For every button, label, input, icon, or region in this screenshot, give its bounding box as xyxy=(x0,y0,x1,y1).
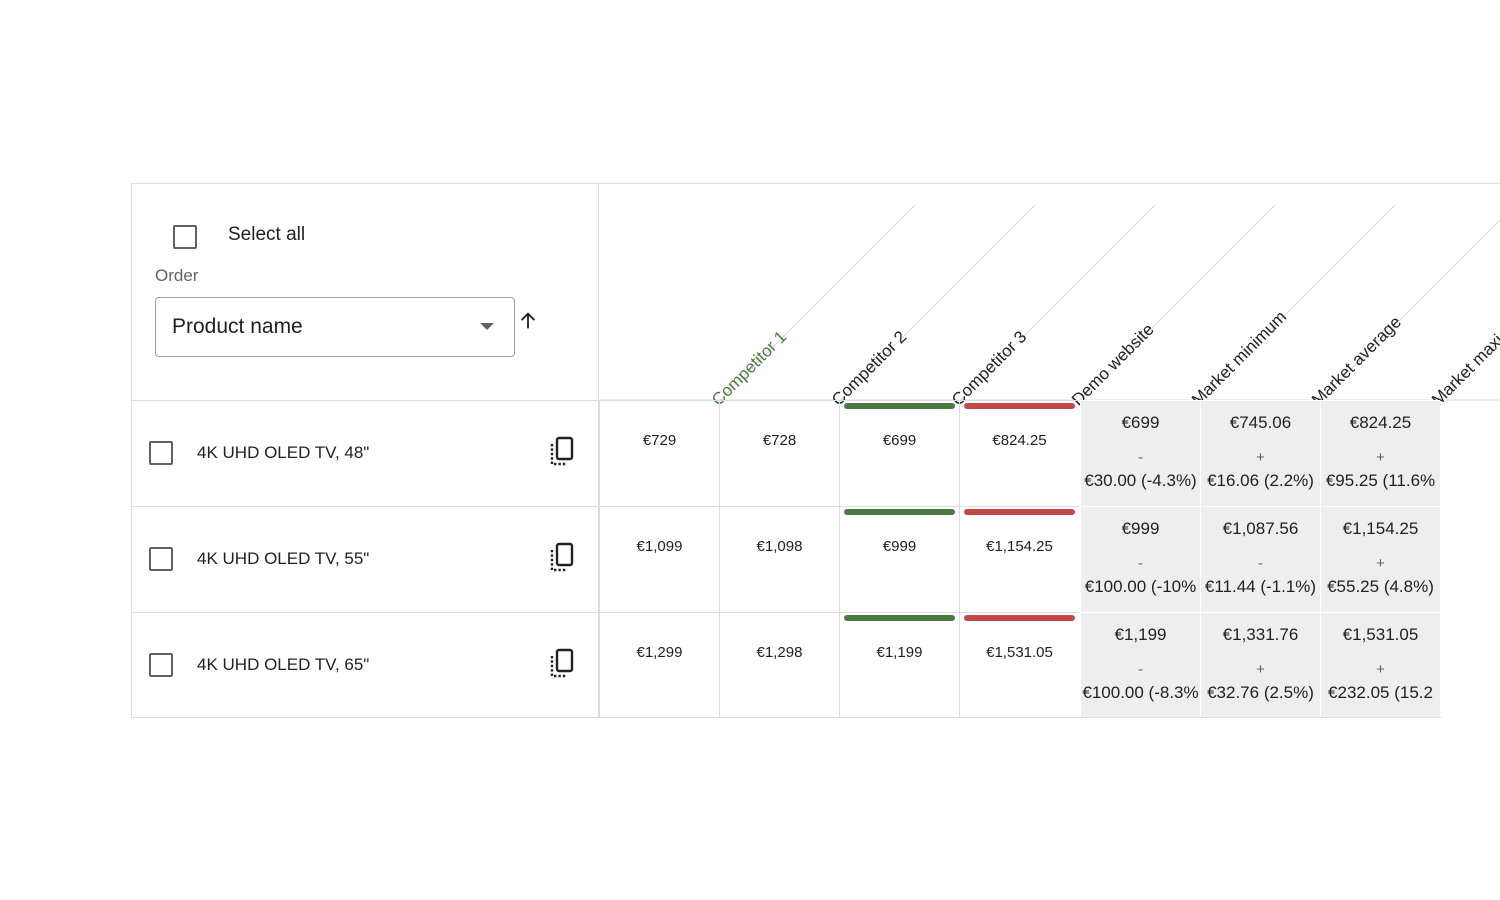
price-difference: €95.25 (11.6% xyxy=(1325,471,1436,490)
diff-sign: + xyxy=(1376,449,1385,466)
comparison-table xyxy=(131,183,1500,718)
product-name: 4K UHD OLED TV, 65" xyxy=(197,655,370,674)
highest-price-indicator xyxy=(964,615,1075,621)
market-price: €745.06 xyxy=(1229,413,1292,432)
caret-down-icon xyxy=(480,323,494,330)
row-checkbox[interactable] xyxy=(149,547,173,571)
market-price: €699 xyxy=(1121,413,1160,432)
price-cell: €729 xyxy=(599,400,719,506)
market-price: €1,154.25 xyxy=(1342,519,1419,538)
divider xyxy=(131,717,1441,718)
price-value: €999 xyxy=(882,538,917,555)
lowest-price-indicator xyxy=(844,615,955,621)
market-cell: €1,331.76 + €32.76 (2.5%) xyxy=(1200,612,1320,718)
market-price: €1,087.56 xyxy=(1222,519,1299,538)
table-row: 4K UHD OLED TV, 48" xyxy=(132,400,599,506)
diff-sign: + xyxy=(1376,661,1385,678)
highest-price-indicator xyxy=(964,403,1075,409)
price-value: €1,154.25 xyxy=(986,538,1053,555)
market-price: €824.25 xyxy=(1349,413,1412,432)
price-value: €728 xyxy=(762,432,797,449)
price-difference: €32.76 (2.5%) xyxy=(1207,683,1314,702)
market-price: €999 xyxy=(1121,519,1160,538)
price-cell: €1,199 xyxy=(839,612,959,718)
controls-panel: Select all Order Product name xyxy=(132,184,599,400)
price-cell: €699 xyxy=(839,400,959,506)
market-price: €1,531.05 xyxy=(1342,625,1419,644)
price-cell: €824.25 xyxy=(959,400,1079,506)
divider xyxy=(598,400,599,718)
price-difference: €55.25 (4.8%) xyxy=(1327,577,1434,596)
diff-sign: - xyxy=(1138,449,1143,466)
market-cell: €1,531.05 + €232.05 (15.2 xyxy=(1320,612,1440,718)
price-difference: €232.05 (15.2 xyxy=(1328,683,1433,702)
product-name: 4K UHD OLED TV, 55" xyxy=(197,549,370,568)
price-value: €729 xyxy=(642,432,677,449)
market-cell: €1,087.56 - €11.44 (-1.1%) xyxy=(1200,506,1320,612)
order-label: Order xyxy=(155,266,199,285)
market-cell: €824.25 + €95.25 (11.6% xyxy=(1320,400,1440,506)
select-all-checkbox[interactable] xyxy=(173,225,197,249)
diff-sign: + xyxy=(1256,449,1265,466)
order-select-value: Product name xyxy=(172,315,303,338)
price-value: €824.25 xyxy=(992,432,1047,449)
price-difference: €30.00 (-4.3%) xyxy=(1084,471,1197,490)
diff-sign: - xyxy=(1138,661,1143,678)
price-cell: €999 xyxy=(839,506,959,612)
arrow-up-icon[interactable] xyxy=(517,310,539,332)
price-cell: €1,531.05 xyxy=(959,612,1079,718)
price-value: €1,299 xyxy=(636,644,683,661)
price-cell: €1,298 xyxy=(719,612,839,718)
copy-icon[interactable] xyxy=(547,541,577,573)
price-cell: €1,098 xyxy=(719,506,839,612)
row-checkbox[interactable] xyxy=(149,653,173,677)
diff-sign: + xyxy=(1256,661,1265,678)
row-checkbox[interactable] xyxy=(149,441,173,465)
diff-sign: - xyxy=(1138,555,1143,572)
product-name: 4K UHD OLED TV, 48" xyxy=(197,443,370,462)
copy-icon[interactable] xyxy=(547,647,577,679)
market-cell: €699 - €30.00 (-4.3%) xyxy=(1080,400,1200,506)
table-row: 4K UHD OLED TV, 65" xyxy=(132,612,599,718)
lowest-price-indicator xyxy=(844,509,955,515)
market-cell: €745.06 + €16.06 (2.2%) xyxy=(1200,400,1320,506)
lowest-price-indicator xyxy=(844,403,955,409)
price-value: €1,298 xyxy=(756,644,803,661)
market-cell: €1,154.25 + €55.25 (4.8%) xyxy=(1320,506,1440,612)
table-row: 4K UHD OLED TV, 55" xyxy=(132,506,599,612)
price-value: €1,098 xyxy=(756,538,803,555)
price-value: €1,531.05 xyxy=(986,644,1053,661)
price-value: €699 xyxy=(882,432,917,449)
price-difference: €16.06 (2.2%) xyxy=(1207,471,1314,490)
price-difference: €11.44 (-1.1%) xyxy=(1204,577,1317,596)
price-value: €1,099 xyxy=(636,538,683,555)
market-cell: €999 - €100.00 (-10% xyxy=(1080,506,1200,612)
price-cell: €1,099 xyxy=(599,506,719,612)
market-price: €1,331.76 xyxy=(1222,625,1299,644)
diff-sign: + xyxy=(1376,555,1385,572)
select-all-label: Select all xyxy=(228,224,306,245)
price-difference: €100.00 (-10% xyxy=(1084,577,1197,596)
market-price: €1,199 xyxy=(1114,625,1167,644)
copy-icon[interactable] xyxy=(547,435,577,467)
price-value: €1,199 xyxy=(876,644,923,661)
highest-price-indicator xyxy=(964,509,1075,515)
price-cell: €1,299 xyxy=(599,612,719,718)
price-difference: €100.00 (-8.3% xyxy=(1082,683,1199,702)
order-select[interactable]: Product name xyxy=(155,297,515,357)
price-cell: €728 xyxy=(719,400,839,506)
diff-sign: - xyxy=(1258,555,1263,572)
price-cell: €1,154.25 xyxy=(959,506,1079,612)
market-cell: €1,199 - €100.00 (-8.3% xyxy=(1080,612,1200,718)
